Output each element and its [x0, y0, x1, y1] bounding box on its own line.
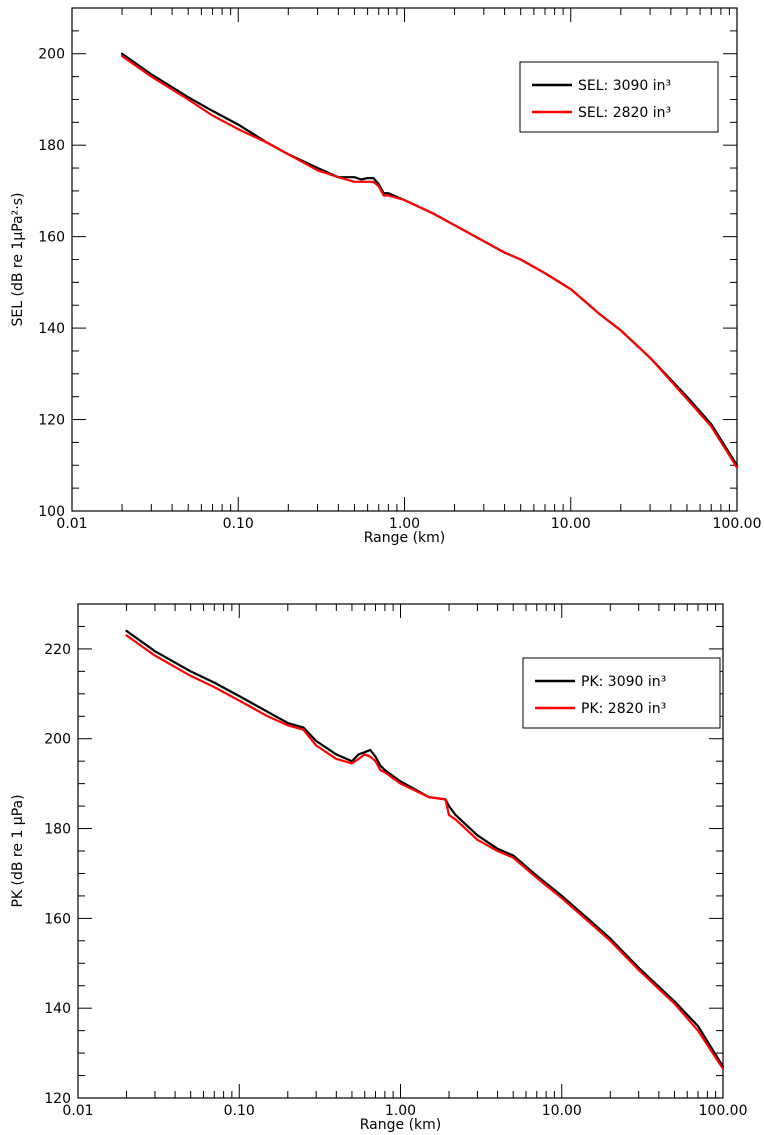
y-tick-label: 100: [38, 504, 65, 520]
legend: SEL: 3090 in³ SEL: 2820 in³: [520, 62, 718, 132]
y-tick-label: 120: [44, 1091, 71, 1107]
legend-label: PK: 2820 in³: [581, 701, 666, 717]
y-tick-label: 200: [44, 732, 71, 748]
legend-label: SEL: 3090 in³: [578, 78, 671, 94]
y-axis-label: PK (dB re 1 µPa): [10, 794, 26, 907]
y-tick-label: 120: [38, 413, 65, 429]
x-tick-label: 100.00: [713, 516, 762, 532]
legend-label: PK: 3090 in³: [581, 674, 666, 690]
x-axis-label: Range (km): [360, 1117, 442, 1133]
y-tick-labels: 100 120 140 160 180 200: [38, 47, 65, 520]
y-tick-label: 200: [38, 47, 65, 63]
chart-1: 0.01 0.10 1.00 10.00 100.0010012014016018020…: [10, 8, 762, 546]
y-tick-label: 160: [44, 911, 71, 927]
legend-label: SEL: 2820 in³: [578, 105, 671, 121]
legend: PK: 3090 in³ PK: 2820 in³: [523, 658, 720, 728]
x-axis-label: Range (km): [364, 530, 446, 546]
y-tick-label: 140: [38, 321, 65, 337]
y-tick-label: 140: [44, 1001, 71, 1017]
y-tick-label: 160: [38, 230, 65, 246]
y-tick-label: 180: [38, 138, 65, 154]
x-tick-label: 0.10: [223, 516, 254, 532]
y-tick-label: 180: [44, 822, 71, 838]
x-tick-label: 100.00: [699, 1103, 748, 1119]
x-tick-label: 0.10: [224, 1103, 255, 1119]
chart-2: 0.01 0.10 1.00 10.00 100.0012014016018020022…: [10, 604, 748, 1133]
x-tick-label: 10.00: [551, 516, 591, 532]
y-tick-labels: 120 140 160 180 200 220: [44, 642, 71, 1107]
legend-box: [520, 62, 718, 132]
legend-box: [523, 658, 720, 728]
y-tick-label: 220: [44, 642, 71, 658]
y-axis-label: SEL (dB re 1µPa²·s): [10, 193, 26, 327]
x-tick-label: 10.00: [542, 1103, 582, 1119]
